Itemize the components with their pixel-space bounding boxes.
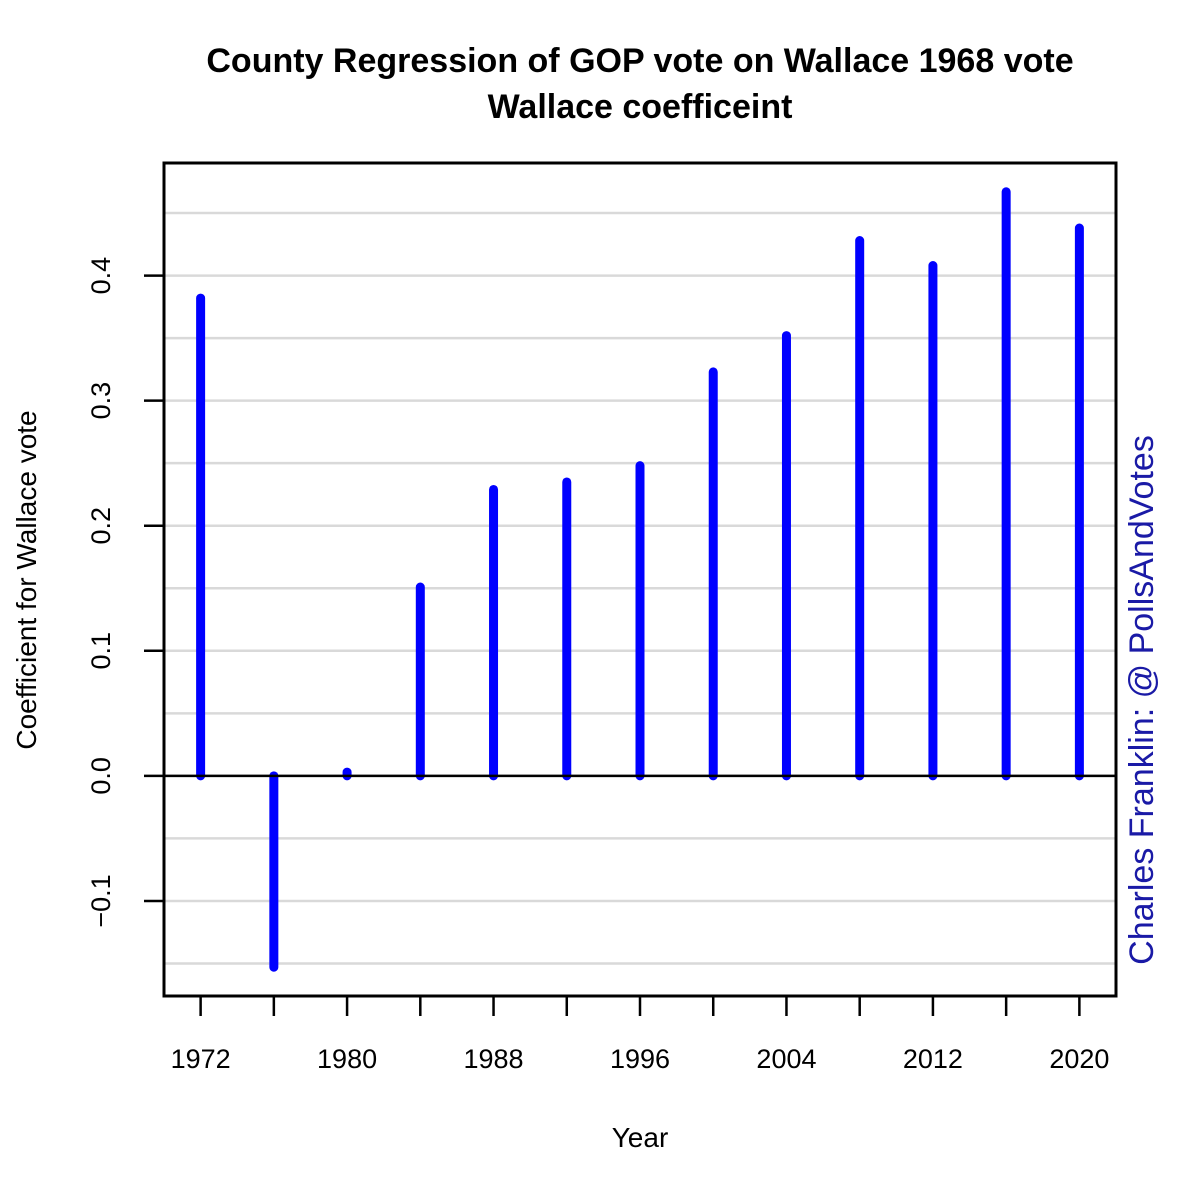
x-axis-label: Year bbox=[612, 1122, 669, 1153]
chart-title: County Regression of GOP vote on Wallace… bbox=[206, 42, 1073, 80]
chart-subtitle: Wallace coefficeint bbox=[488, 88, 793, 126]
y-tick-label: 0.0 bbox=[86, 757, 116, 795]
x-tick-label: 2020 bbox=[1049, 1044, 1109, 1074]
credit-text: Charles Franklin: @ PollsAndVotes bbox=[1123, 435, 1161, 965]
y-tick-label: 0.1 bbox=[86, 632, 116, 670]
y-tick-label: −0.1 bbox=[86, 874, 116, 927]
x-tick-label: 1996 bbox=[610, 1044, 670, 1074]
x-tick-label: 1980 bbox=[317, 1044, 377, 1074]
x-tick-label: 2004 bbox=[756, 1044, 816, 1074]
y-tick-label: 0.3 bbox=[86, 382, 116, 420]
x-axis: 1972 1980 1988 1996 2004 2012 2020 bbox=[171, 996, 1109, 1074]
x-tick-label: 1988 bbox=[463, 1044, 523, 1074]
y-tick-label: 0.4 bbox=[86, 257, 116, 295]
bars bbox=[196, 187, 1084, 972]
x-tick-label: 2012 bbox=[903, 1044, 963, 1074]
x-tick-label: 1972 bbox=[171, 1044, 231, 1074]
y-tick-label: 0.2 bbox=[86, 507, 116, 545]
y-axis: −0.1 0.0 0.1 0.2 0.3 0.4 bbox=[86, 257, 164, 928]
y-axis-label: Coefficient for Wallace vote bbox=[11, 410, 42, 749]
